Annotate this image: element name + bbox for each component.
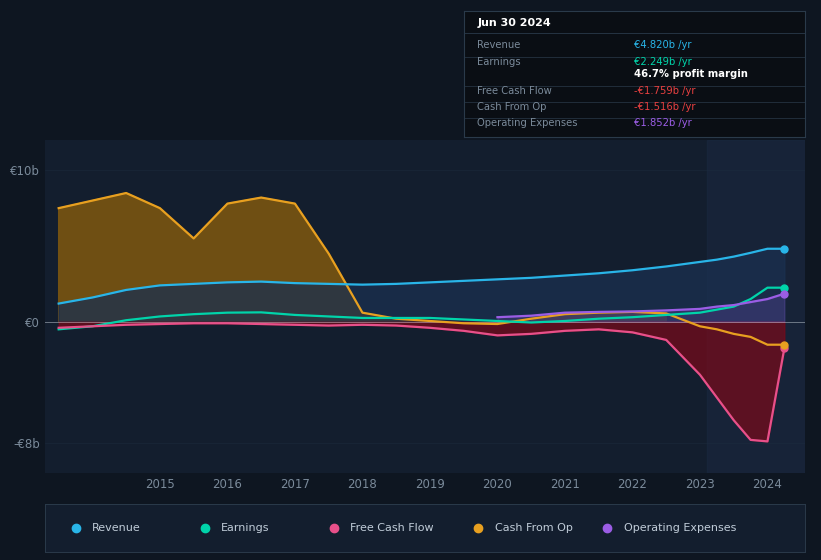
Text: 46.7% profit margin: 46.7% profit margin [635,69,748,79]
Text: Jun 30 2024: Jun 30 2024 [478,17,551,27]
Text: Cash From Op: Cash From Op [495,523,572,533]
Text: €2.249b /yr: €2.249b /yr [635,57,692,67]
Text: Operating Expenses: Operating Expenses [478,118,578,128]
Text: Earnings: Earnings [222,523,270,533]
Text: Earnings: Earnings [478,57,521,67]
Text: -€1.759b /yr: -€1.759b /yr [635,86,695,96]
Text: Revenue: Revenue [92,523,141,533]
Text: €4.820b /yr: €4.820b /yr [635,40,692,50]
Text: -€1.516b /yr: -€1.516b /yr [635,102,695,112]
Text: Free Cash Flow: Free Cash Flow [478,86,553,96]
Text: Operating Expenses: Operating Expenses [624,523,736,533]
Bar [707,140,805,473]
Text: Free Cash Flow: Free Cash Flow [351,523,434,533]
Text: €1.852b /yr: €1.852b /yr [635,118,692,128]
Text: Cash From Op: Cash From Op [478,102,547,112]
Text: Revenue: Revenue [478,40,521,50]
